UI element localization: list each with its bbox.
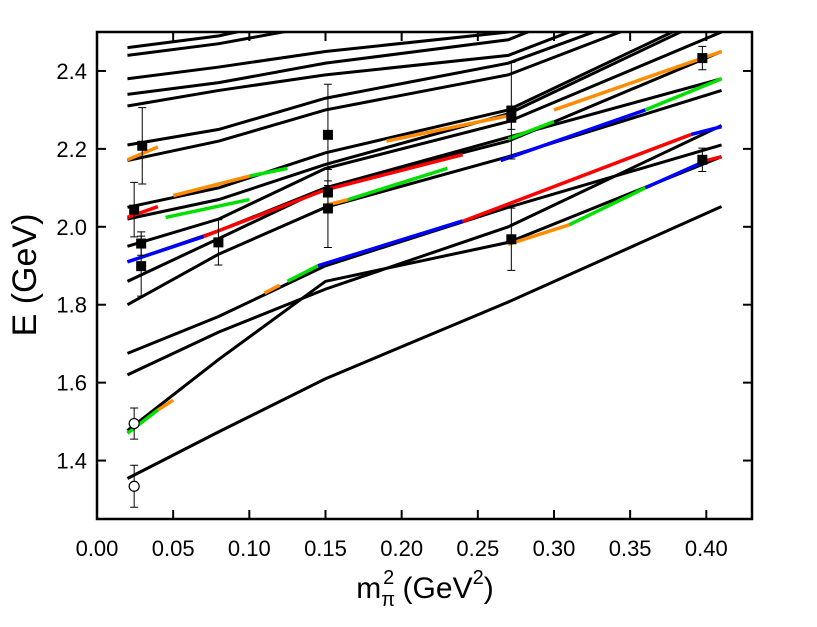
colored-segment (172, 174, 250, 198)
colored-segment (568, 186, 647, 227)
x-label-sup: 2 (383, 567, 394, 589)
colored-segment (126, 204, 159, 220)
level-line (126, 89, 722, 307)
x-label-part: m (356, 572, 381, 605)
y-tick-label: 2.0 (56, 215, 87, 240)
data-point (506, 112, 517, 123)
x-tick-label: 0.25 (456, 536, 499, 561)
x-tick-label: 0.20 (380, 536, 423, 561)
level-line (127, 32, 512, 81)
level-line (127, 32, 292, 57)
x-label-part: ) (484, 572, 494, 605)
data-point (136, 261, 147, 272)
open-point (128, 417, 140, 430)
colored-segment (500, 108, 646, 163)
x-tick-label: 0.05 (152, 536, 195, 561)
data-point (697, 53, 708, 64)
level-line (126, 155, 723, 432)
open-point (128, 480, 140, 492)
x-tick-label: 0.35 (609, 536, 652, 561)
level-line (127, 32, 598, 147)
colored-segment (347, 166, 448, 202)
colored-segment (644, 77, 723, 112)
x-tick-label: 0.40 (685, 536, 728, 561)
data-point (322, 129, 333, 140)
x-tick-label: 0.30 (533, 536, 576, 561)
y-tick-label: 1.8 (56, 293, 87, 318)
colored-segment (507, 119, 555, 141)
colored-segment (325, 153, 464, 192)
level-line (127, 32, 532, 96)
colored-segment (317, 219, 464, 268)
data-point (322, 203, 333, 214)
colored-segment (286, 264, 319, 283)
x-label-part: (GeV (394, 572, 472, 605)
data-point (697, 154, 708, 165)
y-tick-label: 2.2 (56, 137, 87, 162)
level-line (127, 32, 676, 209)
x-axis-label: mπ2 (GeV2) (356, 567, 493, 611)
colored-segment (705, 154, 722, 163)
plot-area (126, 32, 723, 508)
data-point (213, 237, 224, 248)
x-tick-label: 0.15 (304, 536, 347, 561)
colored-segment (644, 158, 708, 190)
colored-segment (553, 49, 723, 112)
level-line (127, 32, 244, 50)
colored-segment (165, 197, 250, 220)
level-line (127, 32, 625, 163)
colored-segment (203, 188, 327, 239)
level-line (127, 32, 574, 108)
level-line (126, 143, 722, 355)
data-point (129, 204, 140, 215)
level-line (126, 205, 723, 480)
level-line (127, 32, 723, 248)
colored-segment (690, 124, 722, 137)
level-line (126, 124, 723, 377)
x-label-sup: 2 (473, 567, 484, 589)
data-point (137, 140, 148, 151)
plot-frame (95, 30, 754, 521)
y-axis-label: E (GeV) (6, 214, 44, 337)
x-tick-label: 0.10 (228, 536, 271, 561)
colored-segment (156, 398, 175, 412)
data-point (506, 234, 517, 245)
colored-segment (507, 223, 570, 246)
colored-segment (248, 166, 288, 178)
colored-segment (386, 114, 509, 143)
x-label-sub: π (381, 589, 395, 611)
x-tick-label: 0.00 (76, 536, 119, 561)
colored-segment (126, 234, 205, 264)
y-tick-label: 2.4 (56, 59, 87, 84)
colored-segment (461, 132, 692, 223)
colored-segment (126, 408, 159, 435)
level-line (127, 32, 685, 221)
y-tick-label: 1.6 (56, 371, 87, 396)
y-tick-label: 1.4 (56, 449, 87, 474)
colored-segment (263, 283, 281, 295)
